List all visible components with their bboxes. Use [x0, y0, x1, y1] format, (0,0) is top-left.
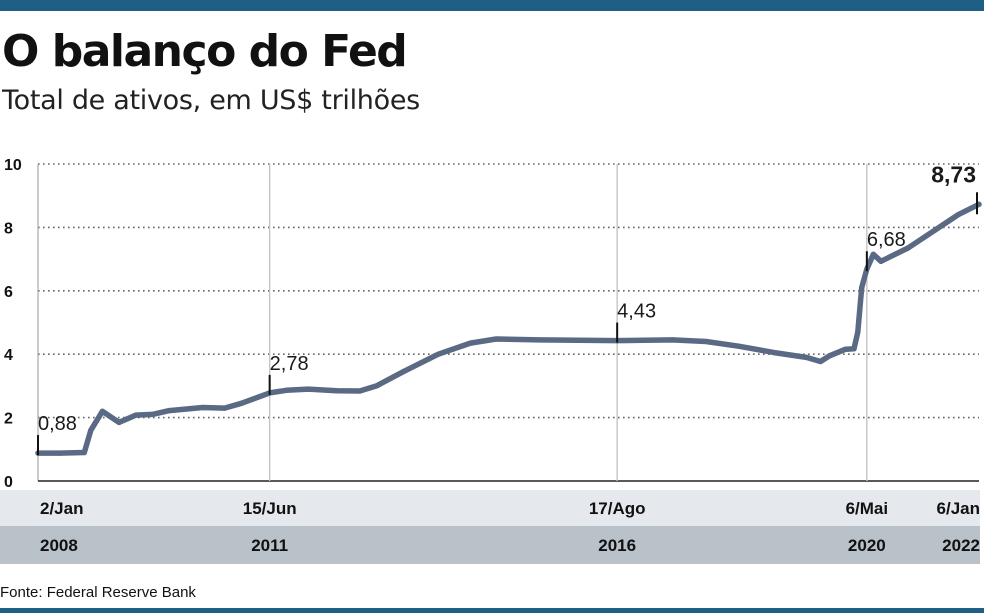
x-tick-year-label: 2016 [598, 536, 636, 555]
x-axis-year-band [0, 526, 980, 564]
data-point [435, 351, 441, 357]
y-tick-label: 6 [4, 284, 13, 301]
series-line [35, 201, 982, 456]
data-point [373, 383, 380, 389]
data-point [955, 212, 961, 218]
data-point [467, 340, 473, 346]
data-point [669, 337, 676, 343]
data-point [859, 285, 865, 291]
data-point [357, 388, 363, 394]
annotation-label: 4,43 [617, 301, 656, 323]
page-title: O balanço do Fed [2, 26, 408, 77]
annotation-label: 8,73 [931, 161, 976, 187]
axis-bands [0, 490, 980, 564]
data-point [826, 353, 833, 359]
data-point [803, 354, 810, 360]
data-point [703, 338, 709, 345]
data-point [166, 408, 172, 414]
bottom-rule [0, 608, 984, 613]
data-point [81, 449, 87, 456]
x-tick-year-label: 2022 [942, 536, 980, 555]
x-tick-day-label: 17/Ago [589, 499, 646, 518]
x-tick-day-label: 15/Jun [243, 499, 297, 518]
x-tick-day-label: 2/Jan [40, 499, 83, 518]
x-axis-day-band [0, 490, 980, 526]
data-point [878, 258, 884, 264]
data-point [305, 386, 311, 392]
data-point [851, 346, 857, 352]
page-subtitle: Total de ativos, em US$ trilhões [2, 85, 420, 116]
data-point [938, 223, 945, 229]
data-point [88, 427, 94, 433]
top-rule [0, 0, 984, 11]
data-point [238, 400, 244, 406]
x-tick-year-label: 2020 [848, 536, 886, 555]
annotations: 0,88 2,78 4,43 6,68 8,73 [37, 161, 978, 456]
source-note: Fonte: Federal Reserve Bank [0, 584, 196, 601]
data-point [200, 404, 206, 411]
data-point [870, 251, 876, 257]
y-tick-label: 4 [4, 347, 13, 364]
gridlines [37, 163, 979, 482]
data-point [334, 388, 340, 394]
data-point [817, 358, 824, 365]
y-tick-label: 8 [4, 220, 13, 237]
data-point [536, 337, 542, 343]
y-tick-label: 0 [4, 474, 13, 491]
data-point [116, 419, 122, 425]
annotation-label: 6,68 [867, 229, 906, 251]
data-point [57, 450, 63, 456]
y-tick-label: 10 [4, 157, 22, 174]
data-point [99, 408, 105, 414]
data-point [905, 245, 911, 251]
data-point [283, 387, 289, 393]
x-tick-day-label: 6/Jan [937, 499, 980, 518]
series-layer [35, 201, 982, 456]
data-point [400, 369, 407, 375]
y-axis-tick-labels: 0 2 4 6 8 10 [4, 157, 22, 491]
data-point [736, 343, 743, 349]
data-point [771, 350, 777, 356]
data-point [493, 336, 499, 342]
x-axis-date-labels: 2/Jan 2008 15/Jun 2011 17/Ago 2016 6/Mai 2020 6/… [40, 499, 980, 555]
x-tick-year-label: 2011 [251, 536, 288, 555]
annotation-label: 0,88 [38, 413, 77, 435]
data-point [855, 329, 861, 335]
x-tick-day-label: 6/Mai [846, 499, 889, 518]
data-point [133, 412, 139, 418]
x-tick-year-label: 2008 [40, 536, 78, 555]
y-tick-label: 2 [4, 411, 13, 428]
data-point [222, 405, 228, 411]
data-point [842, 346, 848, 352]
annotation-label: 2,78 [270, 353, 309, 375]
data-point [149, 411, 156, 417]
